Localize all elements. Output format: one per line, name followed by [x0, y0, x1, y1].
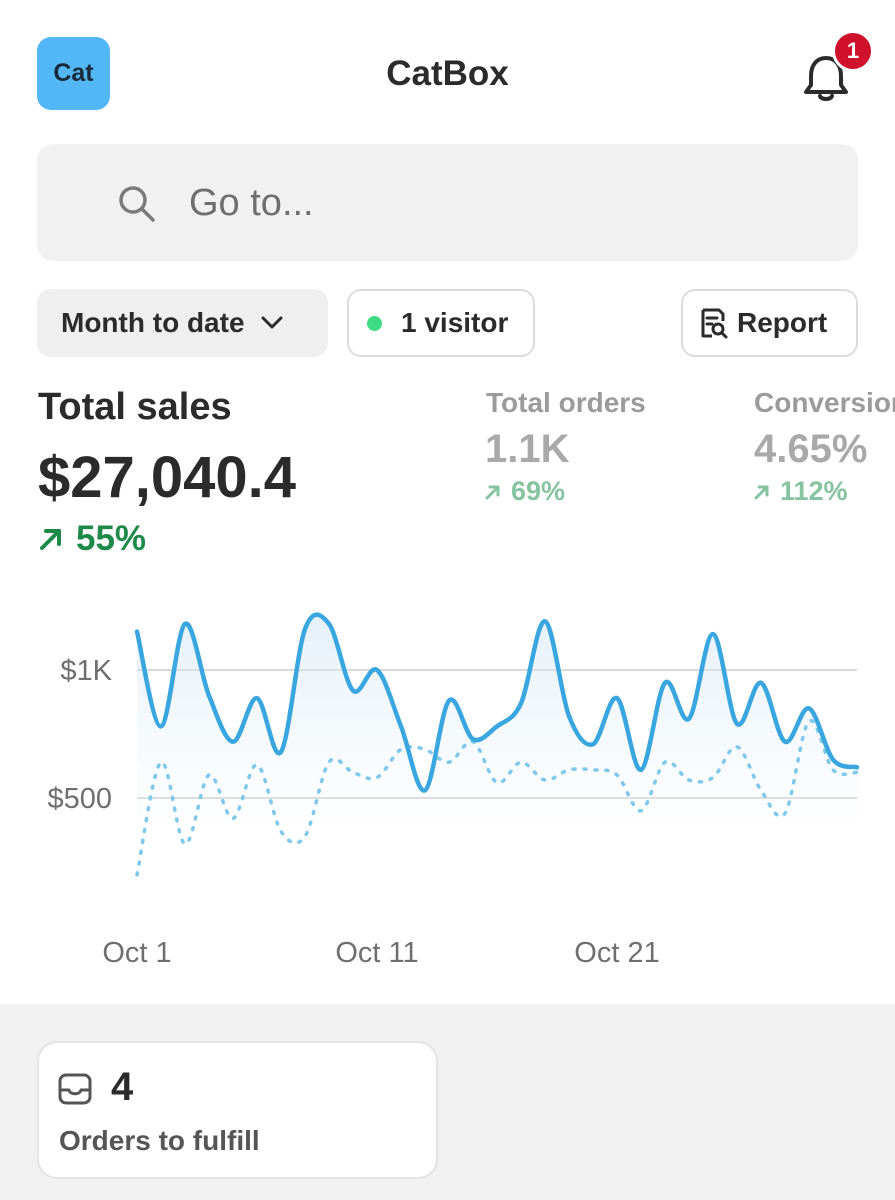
- report-icon: [701, 308, 728, 339]
- y-tick-label: $500: [47, 783, 112, 815]
- arrow-up-right-icon: [40, 529, 61, 550]
- arrow-up-right-icon: [754, 485, 769, 499]
- total-orders-label[interactable]: Total orders: [486, 387, 646, 418]
- sales-chart[interactable]: $1K $500 Oct 1 Oct 11 Oct 21: [0, 590, 895, 990]
- app-title: CatBox: [386, 54, 509, 93]
- notification-badge: 1: [832, 30, 874, 72]
- inbox-icon: [58, 1073, 92, 1105]
- total-sales-change-value: 55%: [76, 519, 147, 558]
- arrow-up-right-icon: [485, 485, 500, 499]
- total-sales-value: $27,040.4: [38, 445, 297, 510]
- total-sales-change: 55%: [38, 519, 146, 559]
- total-orders-value: 1.1K: [485, 427, 570, 471]
- y-tick-label: $1K: [60, 655, 112, 687]
- date-range-label: Month to date: [61, 307, 245, 338]
- app-header: Cat CatBox 1: [0, 0, 895, 140]
- x-tick-label: Oct 11: [335, 937, 418, 969]
- date-range-dropdown[interactable]: Month to date: [37, 289, 328, 357]
- orders-label: Orders to fulfill: [59, 1125, 260, 1156]
- search-icon: [119, 186, 155, 222]
- chevron-down-icon: [261, 316, 283, 329]
- sales-area-fill: [137, 614, 857, 818]
- search-input[interactable]: [189, 174, 789, 232]
- live-visitors-button[interactable]: 1 visitor: [347, 289, 535, 357]
- report-button[interactable]: Report: [681, 289, 858, 357]
- store-logo[interactable]: Cat: [37, 37, 110, 110]
- conversion-label[interactable]: Conversion: [754, 387, 895, 418]
- conversion-value: 4.65%: [754, 427, 868, 471]
- sales-series-line: [134, 612, 860, 793]
- total-orders-change: 69%: [485, 476, 565, 507]
- x-tick-label: Oct 1: [102, 937, 171, 969]
- x-tick-label: Oct 21: [574, 937, 659, 969]
- total-sales-label[interactable]: Total sales: [38, 386, 232, 428]
- conversion-change-value: 112%: [780, 476, 848, 506]
- search-bar[interactable]: [37, 144, 858, 261]
- visitors-label: 1 visitor: [401, 307, 509, 338]
- report-label: Report: [737, 307, 828, 338]
- store-logo-text: Cat: [53, 59, 94, 87]
- orders-to-fulfill-card[interactable]: 4 Orders to fulfill: [37, 1041, 438, 1179]
- comparison-series-line: [135, 718, 859, 877]
- total-orders-change-value: 69%: [511, 476, 566, 506]
- live-dot-icon: [367, 315, 382, 331]
- orders-count: 4: [111, 1065, 134, 1109]
- conversion-metric-clip: Conversion 4.65% 112%: [0, 380, 895, 520]
- conversion-change: 112%: [754, 476, 848, 507]
